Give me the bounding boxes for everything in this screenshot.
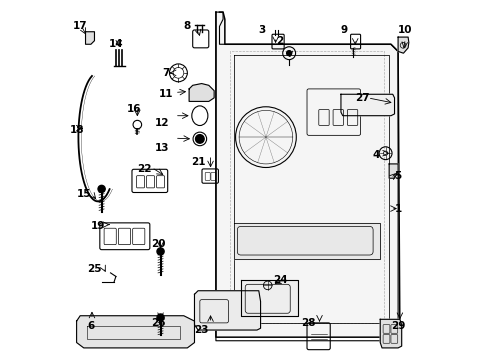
Text: 11: 11	[158, 89, 173, 99]
Text: 4: 4	[372, 150, 380, 160]
Text: 22: 22	[137, 164, 151, 174]
Text: 14: 14	[108, 39, 123, 49]
Polygon shape	[216, 12, 399, 337]
Text: 5: 5	[394, 171, 401, 181]
Text: 7: 7	[162, 68, 169, 78]
Text: 1: 1	[394, 203, 401, 213]
Text: 27: 27	[354, 93, 369, 103]
Circle shape	[98, 185, 105, 193]
Circle shape	[195, 135, 203, 143]
Text: 28: 28	[301, 318, 315, 328]
Text: 26: 26	[151, 318, 166, 328]
Text: 17: 17	[73, 21, 87, 31]
Text: 8: 8	[183, 21, 191, 31]
Text: 10: 10	[397, 25, 412, 35]
Text: 6: 6	[87, 321, 94, 332]
Circle shape	[286, 51, 291, 56]
Polygon shape	[340, 94, 394, 116]
Text: 2: 2	[276, 36, 283, 46]
Polygon shape	[233, 223, 380, 258]
Polygon shape	[397, 37, 408, 53]
Text: 23: 23	[194, 325, 208, 335]
Text: 20: 20	[151, 239, 166, 249]
Polygon shape	[388, 164, 397, 178]
Text: 18: 18	[69, 125, 83, 135]
Polygon shape	[380, 319, 401, 348]
Text: 9: 9	[340, 25, 347, 35]
Text: 25: 25	[87, 264, 102, 274]
Text: 15: 15	[76, 189, 91, 199]
Text: 12: 12	[155, 118, 169, 128]
Polygon shape	[85, 32, 94, 44]
Text: 13: 13	[155, 143, 169, 153]
Polygon shape	[194, 291, 260, 330]
Circle shape	[157, 248, 164, 255]
Text: 21: 21	[190, 157, 205, 167]
Text: 19: 19	[91, 221, 105, 231]
Text: 29: 29	[390, 321, 405, 332]
Circle shape	[157, 314, 164, 321]
Text: 3: 3	[258, 25, 265, 35]
Polygon shape	[189, 84, 214, 102]
Text: 24: 24	[272, 275, 287, 285]
Polygon shape	[77, 316, 194, 348]
Text: 16: 16	[126, 104, 141, 113]
Polygon shape	[241, 280, 298, 316]
